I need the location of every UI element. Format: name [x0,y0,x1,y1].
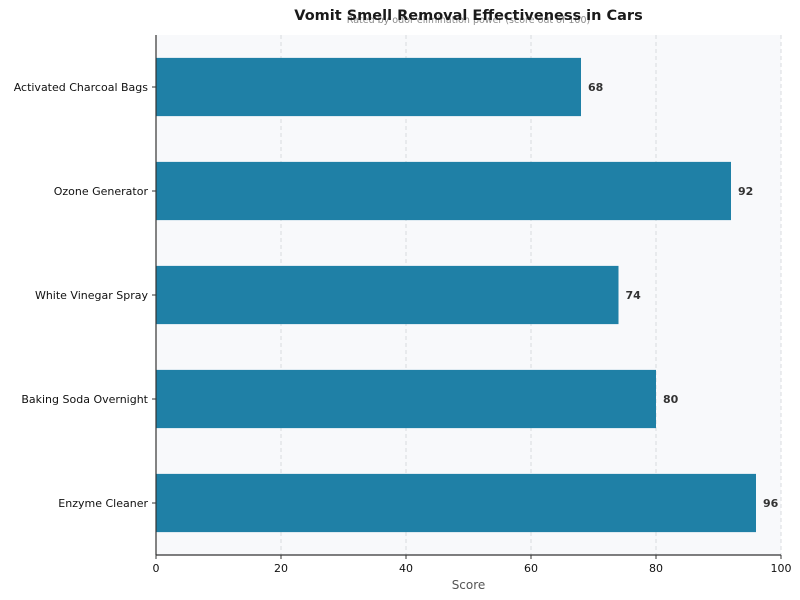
bars [156,57,756,533]
x-tick-label: 60 [524,562,538,575]
y-tick-label: Activated Charcoal Bags [14,81,149,94]
bar [156,369,656,429]
x-axis-label: Score [452,578,486,592]
bar [156,57,581,117]
value-label: 80 [663,393,679,406]
value-label: 68 [588,81,603,94]
y-tick-label: Ozone Generator [54,185,149,198]
bar [156,161,731,221]
value-labels: 68 92 74 80 96 [588,81,779,510]
x-tick-label: 0 [153,562,160,575]
bar [156,265,619,325]
chart-title: Vomit Smell Removal Effectiveness in Car… [294,8,642,24]
value-label: 92 [738,185,753,198]
x-tick-label: 40 [399,562,413,575]
value-label: 96 [763,497,779,510]
tick-labels: Activated Charcoal Bags Ozone Generator Wh… [14,81,792,575]
value-label: 74 [626,289,642,302]
bar [156,473,756,533]
x-tick-label: 80 [649,562,663,575]
y-tick-label: Enzyme Cleaner [58,497,148,510]
x-tick-label: 100 [771,562,792,575]
y-tick-label: Baking Soda Overnight [21,393,148,406]
chart-subtitle: Rated by odor elimination power (score o… [347,15,590,26]
y-tick-label: White Vinegar Spray [35,289,149,302]
x-tick-label: 20 [274,562,288,575]
